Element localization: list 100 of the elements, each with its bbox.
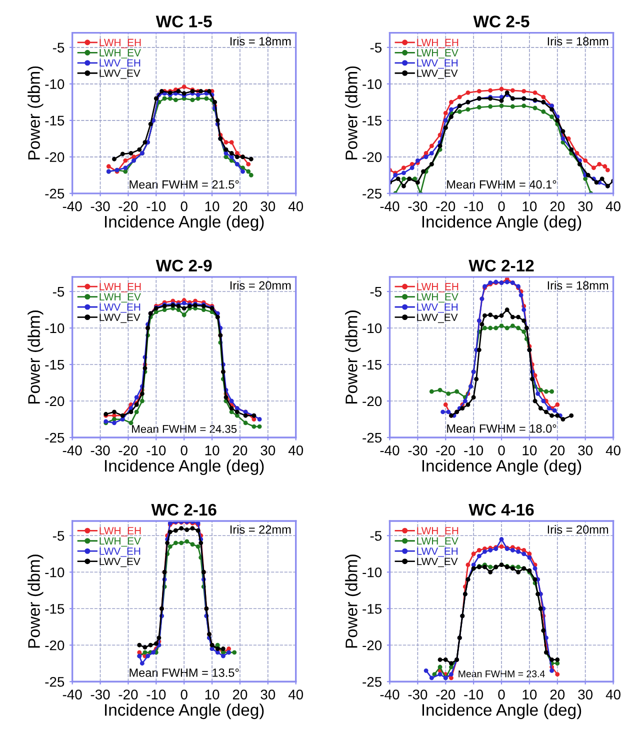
- y-tick-label: -20: [45, 152, 64, 162]
- y-tick-label: -15: [362, 604, 382, 614]
- legend-label: LWH_EV: [100, 537, 141, 547]
- y-axis-title: Power (dbm): [345, 310, 361, 404]
- legend-label: LWH_EH: [100, 527, 141, 536]
- chart-title: WC 2-16: [151, 504, 216, 516]
- x-tick-label: -40: [380, 201, 400, 212]
- x-tick-label: -30: [90, 690, 110, 700]
- x-tick-label: -40: [380, 446, 400, 456]
- legend-label: LWH_EH: [100, 283, 141, 292]
- legend-label: LWV_EV: [100, 558, 140, 568]
- legend-label: LWV_EV: [417, 314, 458, 323]
- x-tick-label: 40: [288, 446, 304, 456]
- y-tick-label: -5: [370, 286, 382, 297]
- annotation: Iris = 20mm: [548, 525, 608, 534]
- x-tick-label: 10: [522, 201, 537, 212]
- x-tick-label: 0: [180, 446, 188, 456]
- x-tick-label: 0: [180, 690, 188, 700]
- x-tick-label: -30: [90, 446, 110, 456]
- y-axis-title: Power (dbm): [28, 310, 44, 404]
- legend-label: LWV_EH: [100, 59, 140, 69]
- y-tick-label: -15: [45, 360, 64, 370]
- legend-label: LWV_EH: [417, 59, 458, 69]
- x-tick-label: -20: [118, 201, 138, 212]
- x-tick-label: 20: [232, 446, 248, 456]
- chart-title: WC 2-12: [468, 260, 534, 272]
- annotation: Iris = 18mm: [548, 36, 608, 46]
- x-axis-title: Incidence Angle (deg): [105, 459, 264, 476]
- x-tick-label: -40: [380, 690, 400, 700]
- y-tick-label: -20: [362, 396, 382, 406]
- x-tick-label: -20: [118, 446, 138, 456]
- x-tick-label: -20: [436, 446, 456, 456]
- y-tick-label: -25: [362, 676, 382, 687]
- legend-label: LWV_EV: [100, 314, 140, 323]
- x-tick-label: 0: [498, 201, 505, 212]
- chart-title: WC 2-9: [156, 260, 212, 272]
- x-tick-label: 20: [550, 446, 565, 456]
- y-tick-label: -20: [362, 640, 382, 650]
- x-tick-label: 10: [205, 690, 220, 700]
- y-tick-label: -10: [362, 323, 382, 334]
- x-axis-title: Incidence Angle (deg): [105, 215, 264, 231]
- y-tick-label: -15: [362, 360, 382, 370]
- annotation: Mean FWHM = 13.5°: [130, 668, 239, 677]
- y-axis-title: Power (dbm): [345, 66, 361, 160]
- y-tick-label: -10: [45, 323, 64, 334]
- x-tick-label: 40: [606, 446, 620, 456]
- annotation: Mean FWHM = 21.5°: [130, 180, 239, 189]
- x-tick-label: 10: [522, 690, 537, 700]
- x-tick-label: 30: [578, 690, 593, 700]
- x-tick-label: -10: [464, 690, 484, 700]
- y-tick-label: -20: [362, 152, 382, 162]
- x-tick-label: -30: [408, 690, 428, 700]
- x-tick-label: -10: [146, 201, 166, 212]
- y-tick-label: -10: [45, 79, 64, 90]
- x-tick-label: -10: [464, 446, 484, 456]
- x-tick-label: 10: [205, 201, 220, 212]
- annotation: Iris = 20mm: [230, 280, 291, 290]
- legend-label: LWH_EH: [417, 527, 458, 536]
- legend-label: LWH_EH: [417, 283, 458, 292]
- x-tick-label: 40: [606, 201, 620, 212]
- annotation: Iris = 22mm: [230, 525, 291, 534]
- y-tick-label: -5: [52, 531, 64, 541]
- y-axis-title: Power (dbm): [345, 554, 361, 648]
- x-tick-label: 20: [550, 690, 565, 700]
- annotation: Iris = 18mm: [548, 280, 608, 290]
- x-tick-label: -10: [146, 446, 166, 456]
- x-tick-label: 30: [260, 201, 276, 212]
- y-tick-label: -5: [370, 42, 382, 53]
- y-tick-label: -25: [45, 676, 64, 687]
- x-tick-label: -20: [118, 690, 138, 700]
- chart-title: WC 1-5: [156, 16, 212, 28]
- legend-label: LWH_EV: [417, 49, 458, 58]
- legend-label: LWH_EH: [417, 38, 458, 48]
- x-tick-label: -10: [464, 201, 484, 212]
- x-axis-title: Incidence Angle (deg): [105, 704, 264, 720]
- x-tick-label: -40: [62, 446, 82, 456]
- y-tick-label: -10: [362, 79, 382, 90]
- legend-label: LWV_EH: [417, 548, 458, 557]
- x-tick-label: 20: [550, 201, 565, 212]
- legend-label: LWH_EV: [100, 293, 141, 302]
- legend-label: LWV_EV: [417, 70, 458, 79]
- y-tick-label: -15: [362, 116, 382, 126]
- legend-label: LWH_EH: [100, 38, 141, 48]
- x-tick-label: 40: [606, 690, 620, 700]
- x-tick-label: 0: [498, 446, 505, 456]
- y-tick-label: -20: [45, 640, 64, 650]
- x-tick-label: 30: [260, 446, 276, 456]
- y-tick-label: -5: [52, 42, 64, 53]
- y-tick-label: -10: [45, 567, 64, 578]
- x-axis-title: Incidence Angle (deg): [422, 704, 582, 720]
- annotation: Mean FWHM = 18.0°: [447, 424, 556, 433]
- legend-label: LWV_EH: [417, 303, 458, 313]
- x-tick-label: -10: [146, 690, 166, 700]
- y-tick-label: -15: [45, 604, 64, 614]
- x-tick-label: -40: [62, 201, 82, 212]
- y-tick-label: -5: [52, 286, 64, 297]
- legend-label: LWV_EH: [100, 303, 140, 313]
- x-tick-label: 20: [232, 201, 248, 212]
- annotation: Mean FWHM = 24.35: [132, 425, 237, 433]
- x-tick-label: -40: [62, 690, 82, 700]
